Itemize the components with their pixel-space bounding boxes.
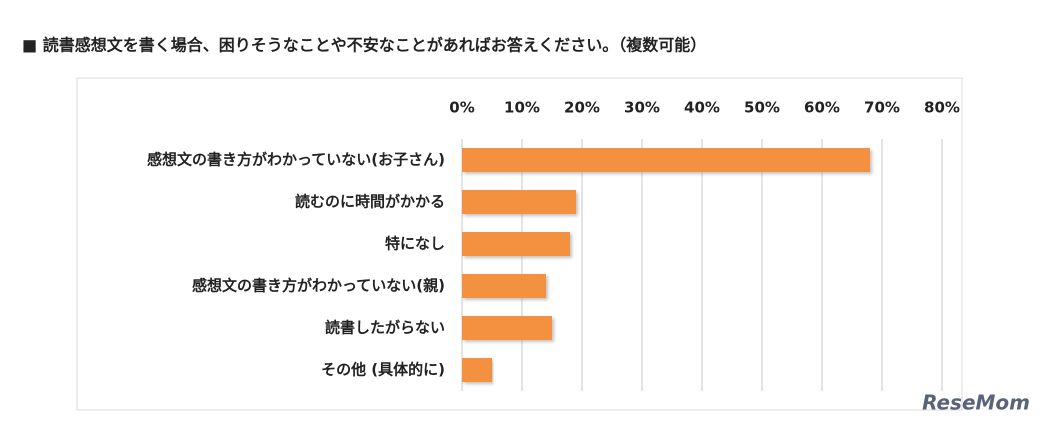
chart-title: ■ 読書感想文を書く場合、困りそうなことや不安なことがあればお答えください。（複… [22,36,706,55]
bar [462,316,552,340]
y-tick-label: その他 (具体的に) [321,361,445,379]
bar [462,274,546,298]
x-tick-label: 10% [504,99,540,117]
x-tick-label: 80% [924,99,960,117]
x-tick-label: 60% [804,99,840,117]
y-tick-label: 読むのに時間がかかる [295,193,445,211]
x-tick-label: 50% [744,99,780,117]
y-tick-label: 感想文の書き方がわかっていない(親) [192,277,445,295]
watermark: ReseMom [922,391,1030,415]
x-tick-label: 0% [449,99,474,117]
y-tick-label: 特になし [385,235,445,253]
bar [462,358,492,382]
x-tick-label: 40% [684,99,720,117]
y-tick-label: 読書したがらない [325,319,445,337]
x-tick-label: 70% [864,99,900,117]
y-tick-label: 感想文の書き方がわかっていない(お子さん) [147,151,445,169]
x-tick-label: 20% [564,99,600,117]
bar [462,148,870,172]
x-tick-label: 30% [624,99,660,117]
bar [462,232,570,256]
bar [462,190,576,214]
